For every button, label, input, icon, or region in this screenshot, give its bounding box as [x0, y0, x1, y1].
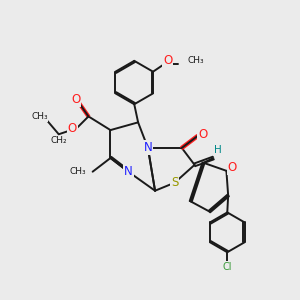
Text: CH₃: CH₃ [188, 56, 204, 65]
Text: CH₃: CH₃ [70, 167, 86, 176]
Text: N: N [143, 141, 152, 154]
Text: O: O [228, 161, 237, 174]
Text: O: O [71, 93, 80, 106]
Text: N: N [124, 165, 133, 178]
Text: O: O [198, 128, 208, 141]
Text: CH₃: CH₃ [31, 112, 48, 121]
Text: O: O [68, 122, 77, 135]
Text: O: O [163, 54, 172, 67]
Text: CH₂: CH₂ [50, 136, 67, 145]
Text: S: S [171, 176, 178, 189]
Text: Cl: Cl [223, 262, 232, 272]
Text: H: H [214, 145, 222, 155]
